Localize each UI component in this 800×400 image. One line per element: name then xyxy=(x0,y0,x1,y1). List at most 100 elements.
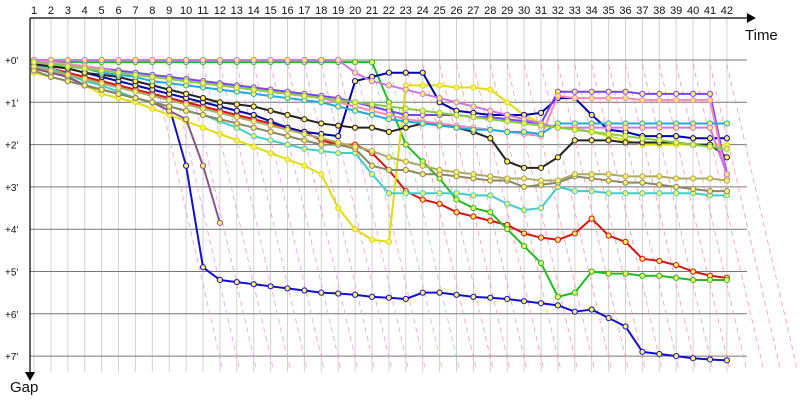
data-point xyxy=(690,175,697,182)
data-point xyxy=(673,262,680,269)
pit-line xyxy=(608,64,679,369)
data-point xyxy=(673,90,680,97)
data-point xyxy=(183,107,190,114)
data-point xyxy=(318,56,325,64)
data-point xyxy=(385,190,392,197)
data-point xyxy=(166,56,173,64)
data-point xyxy=(385,69,392,76)
data-point xyxy=(233,278,240,286)
data-point xyxy=(233,56,240,64)
pit-line xyxy=(574,64,646,369)
data-point xyxy=(166,103,173,110)
data-point xyxy=(605,314,612,322)
data-point xyxy=(706,188,714,195)
x-tick-label: 4 xyxy=(82,5,88,17)
data-point xyxy=(267,283,274,290)
data-point xyxy=(537,109,545,116)
x-tick-label: 11 xyxy=(197,5,208,17)
data-point xyxy=(318,94,325,102)
data-point xyxy=(199,162,207,169)
data-point xyxy=(504,158,511,165)
data-point xyxy=(368,78,376,85)
data-point xyxy=(588,128,595,136)
data-point xyxy=(436,109,443,116)
x-tick-label: 1 xyxy=(31,5,37,17)
data-point xyxy=(690,141,697,148)
x-tick-label: 9 xyxy=(166,5,172,17)
data-point xyxy=(588,94,595,102)
data-point xyxy=(622,124,629,131)
data-point xyxy=(64,71,71,78)
data-point xyxy=(216,130,223,138)
data-point xyxy=(453,84,460,91)
data-point xyxy=(385,116,392,123)
data-point xyxy=(385,103,392,110)
data-point xyxy=(233,137,240,144)
pit-line xyxy=(151,64,223,369)
data-point xyxy=(521,183,528,190)
data-point xyxy=(47,73,55,81)
data-point xyxy=(132,71,139,78)
data-point xyxy=(98,86,105,93)
data-point xyxy=(588,188,595,195)
data-point xyxy=(335,149,342,157)
data-point xyxy=(639,255,646,262)
pit-line xyxy=(489,64,561,369)
x-tick-labels: 1 2 3 4 5 6 7 8 9 10 11 12 13 14 15 16 17 18 19 20 21 22 23 24 2… xyxy=(31,5,733,17)
data-point xyxy=(453,190,460,197)
data-point xyxy=(149,105,156,112)
data-point xyxy=(487,217,494,224)
data-point xyxy=(453,168,460,176)
data-point xyxy=(250,124,257,131)
data-point xyxy=(335,204,342,212)
series-13 xyxy=(30,63,731,184)
data-point xyxy=(554,236,562,243)
x-tick-label: 7 xyxy=(132,5,138,17)
data-point xyxy=(571,94,578,102)
data-point xyxy=(656,137,663,144)
data-point xyxy=(385,128,392,136)
data-point xyxy=(453,111,460,119)
data-point xyxy=(216,219,223,226)
data-point xyxy=(537,177,545,184)
data-point xyxy=(335,133,342,140)
x-tick-label: 42 xyxy=(721,5,733,17)
data-point xyxy=(352,59,359,66)
x-tick-label: 24 xyxy=(417,5,429,17)
data-point xyxy=(149,56,156,64)
data-point xyxy=(673,190,680,197)
data-point xyxy=(487,107,494,114)
data-point xyxy=(656,90,663,97)
y-tick-label: +7' xyxy=(5,352,18,363)
data-point xyxy=(284,141,291,148)
data-point xyxy=(183,56,190,64)
x-tick-label: 8 xyxy=(149,5,155,17)
data-point xyxy=(199,94,207,102)
x-tick-label: 19 xyxy=(332,5,344,17)
data-point xyxy=(183,90,190,97)
data-point xyxy=(385,166,392,174)
data-point xyxy=(352,99,359,106)
data-point xyxy=(402,190,409,197)
data-point xyxy=(199,111,207,119)
data-point xyxy=(706,90,714,97)
data-point xyxy=(216,56,223,64)
data-point xyxy=(504,175,511,182)
data-point xyxy=(352,291,359,298)
data-point xyxy=(690,135,697,142)
pit-line xyxy=(456,64,527,369)
data-point xyxy=(453,291,460,298)
data-point xyxy=(368,236,376,243)
data-point xyxy=(352,143,359,150)
pit-line xyxy=(320,64,392,369)
data-point xyxy=(335,290,342,297)
data-point xyxy=(487,126,494,133)
data-point xyxy=(639,173,646,180)
data-point xyxy=(436,190,443,197)
data-point xyxy=(690,185,697,193)
series-15 xyxy=(30,59,731,152)
x-tick-label: 6 xyxy=(115,5,121,17)
pit-line xyxy=(473,64,544,369)
data-point xyxy=(419,82,426,89)
data-point xyxy=(115,90,122,97)
